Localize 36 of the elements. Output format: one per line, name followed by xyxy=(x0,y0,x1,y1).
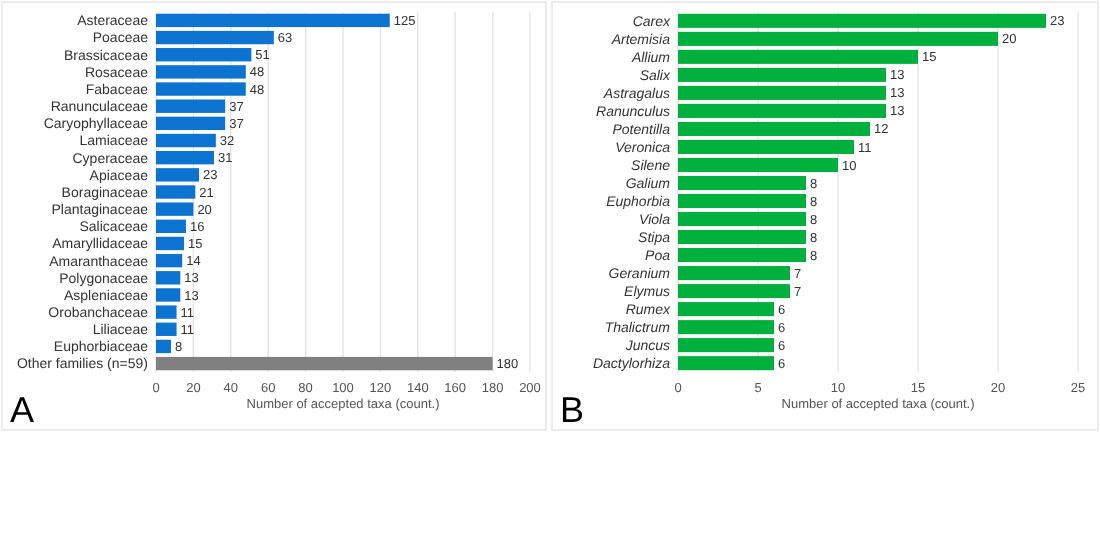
bar xyxy=(678,212,806,227)
bar xyxy=(156,219,186,234)
bar xyxy=(678,266,790,281)
bar xyxy=(156,253,183,268)
bar xyxy=(678,193,806,209)
bar xyxy=(678,139,854,154)
text: A xyxy=(10,390,35,430)
bar xyxy=(156,116,226,131)
bar xyxy=(156,99,226,113)
bar xyxy=(678,248,806,263)
bar xyxy=(678,157,838,172)
bar xyxy=(678,302,774,317)
bar xyxy=(156,271,181,285)
bar xyxy=(678,103,886,118)
bar xyxy=(678,356,774,371)
bar xyxy=(678,175,806,191)
bar xyxy=(678,85,886,100)
bar xyxy=(678,230,806,245)
bar xyxy=(678,338,774,353)
bar xyxy=(156,48,252,62)
bar xyxy=(678,284,790,299)
bar xyxy=(678,31,998,46)
bar xyxy=(156,13,390,28)
text: B xyxy=(560,390,585,430)
bar xyxy=(156,133,216,148)
bar xyxy=(678,121,870,136)
bar xyxy=(156,236,185,251)
bar xyxy=(678,49,918,64)
bar xyxy=(156,356,493,371)
bar xyxy=(678,67,886,82)
bar xyxy=(678,320,774,335)
bar xyxy=(156,322,177,336)
bar xyxy=(678,13,1046,28)
bar xyxy=(156,150,214,165)
bar xyxy=(156,339,171,354)
bar xyxy=(156,30,274,45)
